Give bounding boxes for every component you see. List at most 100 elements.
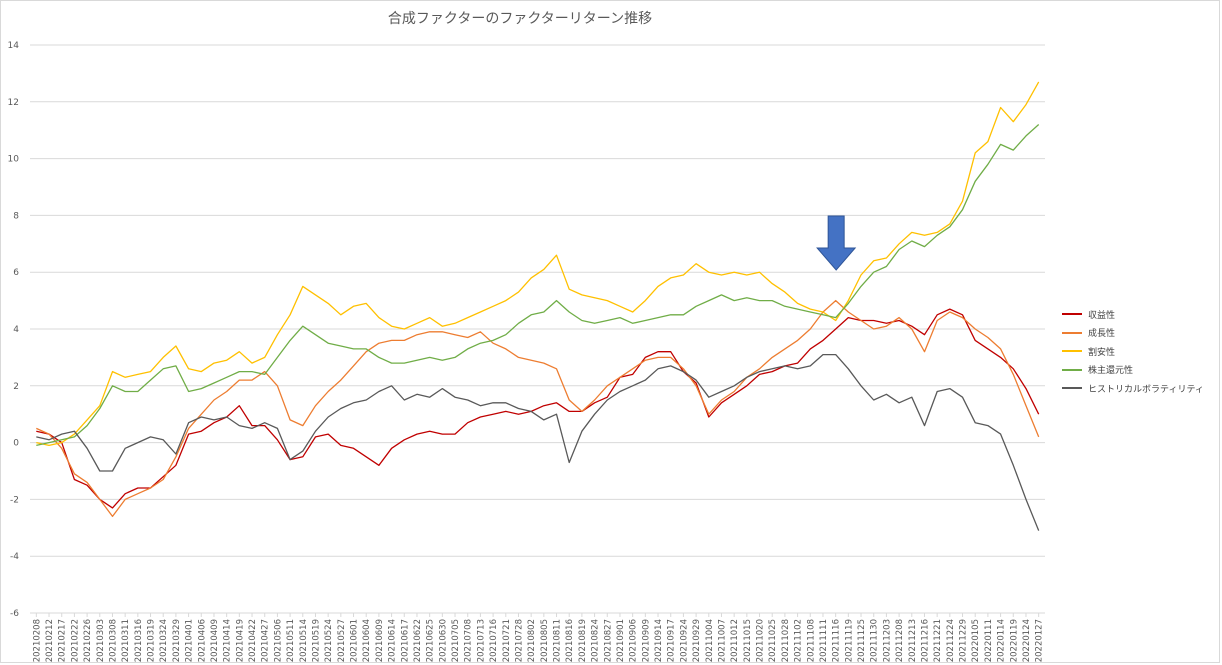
y-tick-label: -4 — [10, 552, 19, 562]
x-tick-label: 20210617 — [400, 619, 410, 662]
x-tick-label: 20211203 — [882, 619, 892, 662]
series-line-5 — [36, 353, 1040, 531]
x-tick-label: 20210303 — [96, 619, 106, 662]
x-tick-label: 20210511 — [286, 619, 296, 662]
x-tick-label: 20210805 — [540, 619, 550, 662]
x-tick-label: 20210212 — [45, 619, 55, 662]
x-tick-label: 20210316 — [134, 619, 144, 662]
legend-label: 割安性 — [1088, 347, 1116, 358]
x-tick-label: 20210222 — [70, 619, 80, 662]
legend-label: 成長性 — [1088, 329, 1116, 340]
x-tick-label: 20210419 — [235, 619, 245, 662]
x-tick-label: 20211125 — [857, 619, 867, 662]
y-tick-label: 12 — [8, 98, 19, 108]
x-tick-label: 20210308 — [108, 619, 118, 662]
x-tick-label: 20211111 — [819, 619, 829, 662]
x-tick-label: 20220105 — [971, 619, 981, 662]
y-tick-label: 14 — [8, 41, 20, 51]
x-tick-label: 20210601 — [350, 619, 360, 662]
x-tick-label: 20210324 — [159, 619, 169, 662]
x-tick-label: 20210614 — [388, 619, 398, 662]
legend-swatch — [1062, 350, 1082, 353]
x-tick-label: 20210625 — [426, 619, 436, 662]
x-tick-label: 20211015 — [743, 619, 753, 662]
legend-item: 成長性 — [1062, 324, 1204, 343]
x-tick-label: 20211208 — [895, 619, 905, 662]
legend-swatch — [1062, 387, 1082, 390]
legend-swatch — [1062, 331, 1082, 334]
legend-item: 株主還元性 — [1062, 361, 1204, 380]
x-tick-label: 20210914 — [654, 619, 664, 662]
x-tick-label: 20210217 — [58, 619, 68, 662]
x-tick-label: 20210917 — [667, 619, 677, 662]
x-tick-label: 20210906 — [629, 619, 639, 662]
x-tick-label: 20210716 — [489, 619, 499, 662]
x-tick-label: 20210422 — [248, 619, 258, 662]
x-tick-label: 20210414 — [223, 619, 233, 662]
x-tick-label: 20211224 — [946, 619, 956, 662]
x-tick-label: 20211130 — [870, 619, 880, 662]
x-tick-label: 20210409 — [210, 619, 220, 662]
x-tick-label: 20210319 — [147, 619, 157, 662]
x-tick-label: 20211221 — [933, 619, 943, 662]
x-tick-label: 20210208 — [32, 619, 42, 662]
x-tick-label: 20210802 — [527, 619, 537, 662]
x-tick-label: 20211012 — [730, 619, 740, 662]
x-tick-label: 20210524 — [324, 619, 334, 662]
x-tick-label: 20210929 — [692, 619, 702, 662]
y-tick-label: -2 — [10, 495, 19, 505]
legend-swatch — [1062, 368, 1082, 371]
x-tick-label: 20211108 — [806, 619, 816, 662]
x-tick-label: 20220124 — [1022, 619, 1032, 662]
y-tick-label: 4 — [13, 325, 19, 335]
x-tick-label: 20211116 — [832, 619, 842, 662]
x-tick-label: 20210329 — [172, 619, 182, 662]
x-tick-label: 20211028 — [781, 619, 791, 662]
chart-title: 合成ファクターのファクターリターン推移 — [387, 11, 653, 27]
legend-label: 収益性 — [1088, 310, 1116, 321]
y-tick-label: 10 — [8, 155, 20, 165]
x-tick-label: 20210728 — [514, 619, 524, 662]
x-tick-label: 20210708 — [464, 619, 474, 662]
x-tick-label: 20210816 — [565, 619, 575, 662]
arrow-down-icon — [816, 215, 857, 271]
x-tick-label: 20210901 — [616, 619, 626, 662]
y-tick-label: 8 — [13, 211, 19, 221]
legend-item: ヒストリカルボラティリティ — [1062, 379, 1204, 398]
x-tick-label: 20210721 — [502, 619, 512, 662]
x-tick-label: 20210811 — [553, 619, 563, 662]
series-line-2 — [36, 299, 1040, 518]
x-tick-label: 20220111 — [984, 619, 994, 662]
x-tick-label: 20210527 — [337, 619, 347, 662]
x-tick-label: 20211102 — [794, 619, 804, 662]
legend: 収益性成長性割安性株主還元性ヒストリカルボラティリティ — [1062, 305, 1204, 398]
series-line-3 — [36, 81, 1040, 447]
x-tick-label: 20210909 — [641, 619, 651, 662]
legend-label: ヒストリカルボラティリティ — [1088, 384, 1204, 395]
y-tick-label: 2 — [13, 382, 19, 392]
x-tick-label: 20211229 — [959, 619, 969, 662]
y-tick-label: 0 — [13, 439, 19, 449]
series-line-1 — [36, 308, 1040, 509]
x-tick-label: 20211020 — [756, 619, 766, 662]
x-tick-label: 20210427 — [261, 619, 271, 662]
x-tick-label: 20210824 — [591, 619, 601, 662]
x-tick-label: 20211007 — [717, 619, 727, 662]
legend-item: 割安性 — [1062, 342, 1204, 361]
x-tick-label: 20220119 — [1009, 619, 1019, 662]
x-tick-label: 20210406 — [197, 619, 207, 662]
series-line-4 — [36, 124, 1040, 447]
x-tick-label: 20220127 — [1035, 619, 1045, 662]
x-tick-label: 20210705 — [451, 619, 461, 662]
x-tick-label: 20210609 — [375, 619, 385, 662]
x-tick-label: 20210924 — [679, 619, 689, 662]
y-tick-label: -6 — [10, 609, 19, 619]
x-tick-label: 20211004 — [705, 619, 715, 662]
x-tick-label: 20210630 — [438, 619, 448, 662]
x-tick-label: 20210604 — [362, 619, 372, 662]
x-tick-label: 20210827 — [603, 619, 613, 662]
x-tick-label: 20210713 — [476, 619, 486, 662]
legend-swatch — [1062, 313, 1082, 316]
